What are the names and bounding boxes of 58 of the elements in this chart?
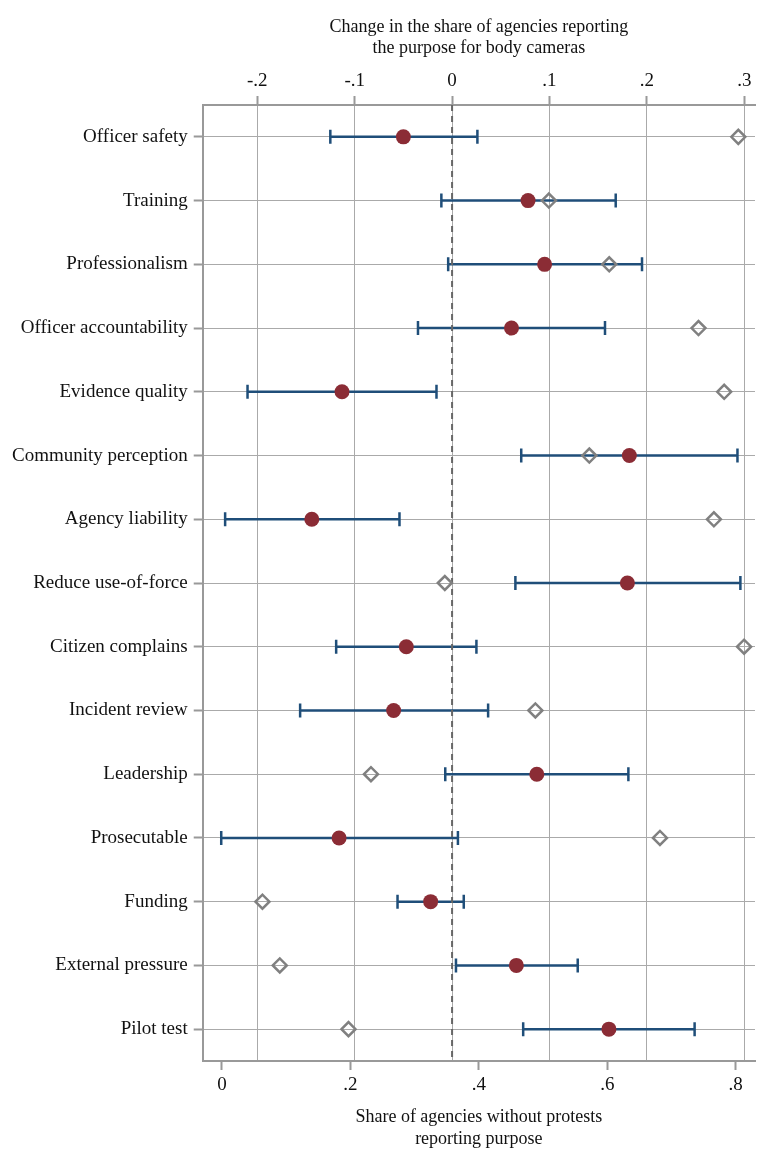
point [601, 1021, 617, 1037]
point [304, 511, 320, 527]
y-tick-label: Prosecutable [90, 825, 188, 847]
point [619, 575, 635, 591]
x2-tick-label: .2 [639, 68, 655, 90]
x-tick-label: .4 [471, 1073, 487, 1095]
x2-tick-label: .1 [542, 68, 557, 90]
point [529, 766, 545, 782]
point [520, 193, 536, 209]
point [508, 957, 524, 973]
point [331, 830, 347, 846]
point [537, 256, 553, 272]
point [362, 765, 380, 783]
point [436, 574, 454, 592]
point [386, 702, 402, 718]
point [340, 1020, 357, 1038]
y-tick-label: Agency liability [64, 507, 189, 529]
point [651, 829, 669, 847]
point [503, 320, 519, 336]
point [254, 893, 271, 910]
x-tick-label: .8 [728, 1073, 743, 1095]
point [395, 129, 411, 145]
x-tick-label: 0 [217, 1073, 227, 1095]
x2-axis-title: Change in the share of agencies reporting the purpose for body cameras [329, 15, 629, 58]
point [621, 448, 637, 464]
x-tick-label: .2 [343, 1073, 358, 1095]
point [735, 638, 753, 655]
point [730, 128, 747, 146]
point [398, 639, 414, 655]
y-tick-label: Training [122, 188, 189, 210]
x-axis-title: Share of agencies without protests reporting purpose [355, 1106, 603, 1148]
y-tick-label: Leadership [103, 762, 188, 784]
point [600, 256, 618, 273]
y-tick-label: Pilot test [120, 1017, 189, 1039]
y-tick-label: Reduce use-of-force [33, 570, 188, 592]
x2-tick-label: -.1 [344, 68, 365, 90]
point [334, 384, 350, 400]
point [705, 511, 723, 528]
y-tick-label: Officer accountability [20, 316, 189, 338]
point [423, 894, 439, 910]
y-tick-label: External pressure [55, 953, 188, 975]
point [527, 702, 544, 719]
x2-tick-label: -.2 [246, 68, 268, 90]
y-tick-label: Community perception [11, 443, 189, 465]
point [271, 957, 289, 974]
x2-tick-label: 0 [447, 68, 457, 90]
y-tick-label: Professionalism [66, 252, 188, 274]
y-tick-label: Evidence quality [59, 379, 189, 401]
x2-tick-label: .3 [737, 68, 752, 90]
x-tick-label: .6 [600, 1073, 615, 1095]
y-tick-label: Citizen complains [49, 634, 188, 656]
y-tick-label: Funding [124, 889, 189, 911]
y-tick-label: Officer safety [83, 124, 189, 146]
point [715, 383, 733, 401]
point [540, 192, 558, 209]
y-tick-label: Incident review [69, 698, 188, 720]
point [581, 447, 598, 464]
point [690, 319, 707, 337]
